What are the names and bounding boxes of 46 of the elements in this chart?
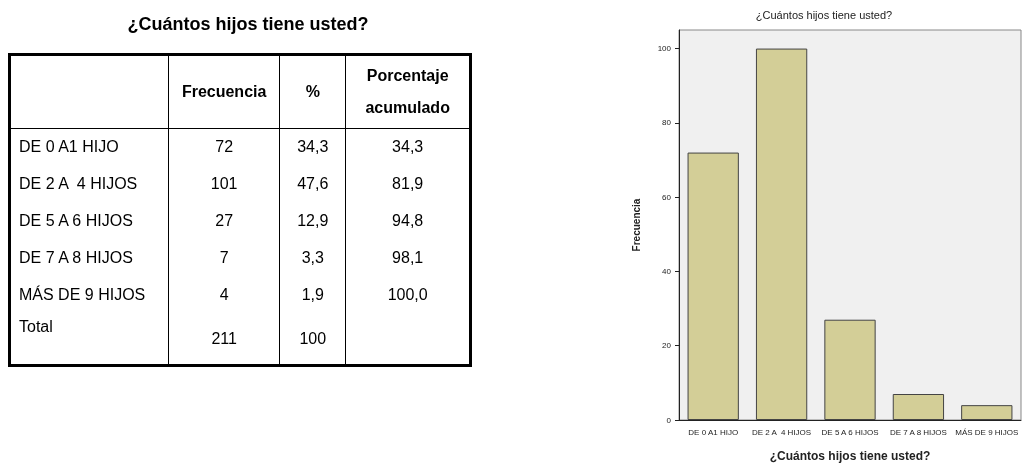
data-label: 7: [168, 239, 280, 277]
data-label: 81,9: [345, 165, 471, 203]
y-axis-title: Frecuencia: [630, 198, 642, 252]
x-tick-label: DE 0 A1 HIJO: [688, 427, 739, 437]
data-label: 12,9: [279, 202, 346, 240]
data-label: 4: [168, 276, 280, 314]
x-axis-title: ¿Cuántos hijos tiene usted?: [769, 449, 931, 463]
chart-title: ¿Cuántos hijos tiene usted?: [755, 8, 893, 21]
y-tick-label: 20: [662, 341, 672, 351]
x-tick-label: MÁS DE 9 HIJOS: [955, 427, 1019, 437]
data-label: 94,8: [345, 202, 471, 240]
text: Frecuencia: [168, 54, 280, 129]
y-tick-label: 80: [662, 118, 672, 128]
text: %: [279, 54, 346, 129]
data-label: 100: [279, 313, 346, 366]
text: Porcentaje acumulado: [345, 54, 471, 129]
y-tick-label: 40: [662, 266, 672, 276]
data-label: 27: [168, 202, 280, 240]
data-label: 3,3: [279, 239, 346, 277]
bar: [824, 319, 876, 420]
x-tick-label: DE 7 A 8 HIJOS: [889, 427, 947, 437]
text: ¿Cuántos hijos tiene usted?: [126, 14, 370, 35]
category-label: MÁS DE 9 HIJOS: [9, 276, 169, 314]
data-label: 47,6: [279, 165, 346, 203]
y-tick-label: 100: [657, 44, 672, 54]
y-tick-label: 60: [662, 192, 672, 202]
y-tick-label: 0: [666, 415, 672, 425]
data-label: 72: [168, 128, 280, 166]
bar: [755, 48, 808, 420]
data-label: 1,9: [279, 276, 346, 314]
x-tick-label: DE 5 A 6 HIJOS: [821, 427, 879, 437]
data-label: 211: [168, 313, 280, 366]
bar: [687, 152, 739, 420]
category-label: Total: [9, 313, 169, 366]
data-label: 101: [168, 165, 280, 203]
category-label: DE 2 A 4 HIJOS: [9, 165, 169, 203]
data-label: 100,0: [345, 276, 471, 314]
bar: [892, 394, 945, 420]
data-label: 34,3: [345, 128, 471, 166]
bar: [961, 405, 1013, 420]
data-label: 34,3: [279, 128, 346, 166]
category-label: DE 5 A 6 HIJOS: [9, 202, 169, 240]
x-tick-label: DE 2 A 4 HIJOS: [752, 427, 812, 437]
data-label: 98,1: [345, 239, 471, 277]
category-label: DE 0 A1 HIJO: [9, 128, 169, 166]
category-label: DE 7 A 8 HIJOS: [9, 239, 169, 277]
